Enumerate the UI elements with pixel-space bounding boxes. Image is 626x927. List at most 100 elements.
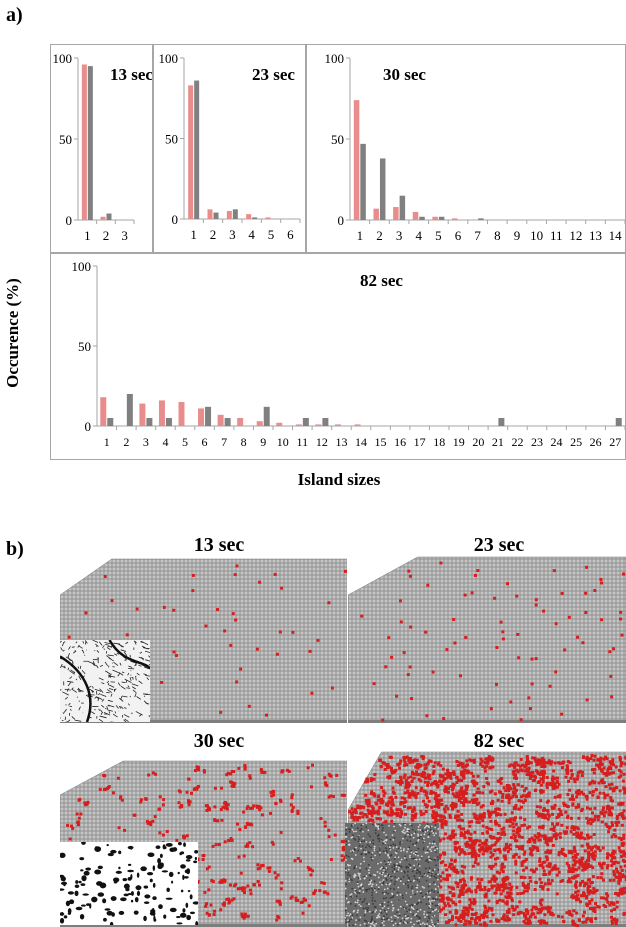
island-atom: [535, 763, 539, 767]
island-atom: [619, 770, 623, 774]
island-atom: [472, 781, 476, 785]
island-atom: [612, 907, 616, 911]
island-atom: [610, 782, 614, 786]
island-atom: [600, 768, 604, 772]
afm-grain: [358, 845, 361, 847]
island-atom: [461, 909, 465, 913]
afm-grain: [409, 836, 412, 838]
x-tick-label: 14: [609, 228, 623, 243]
island-atom: [402, 755, 406, 759]
afm-grain: [434, 883, 437, 886]
afm-grain: [377, 914, 380, 917]
island-atom: [294, 898, 298, 902]
island-atom: [498, 898, 502, 902]
island-atom: [139, 798, 143, 802]
island-atom: [322, 890, 326, 894]
island-atom: [411, 814, 415, 818]
afm-island: [79, 857, 85, 861]
island-atom: [542, 872, 546, 876]
afm-streak: [75, 678, 78, 681]
afm-island: [67, 912, 72, 915]
island-atom: [540, 765, 544, 769]
island-atom: [470, 820, 474, 824]
island-atom: [390, 655, 394, 659]
island-atom: [499, 813, 503, 817]
island-atom: [525, 793, 529, 797]
afm-grain: [427, 891, 430, 894]
island-atom: [508, 843, 512, 847]
island-atom: [475, 782, 479, 786]
afm-grain: [397, 864, 400, 867]
island-atom: [467, 887, 471, 891]
island-atom: [414, 793, 418, 797]
island-atom: [512, 829, 516, 833]
island-atom: [580, 790, 584, 794]
island-atom: [581, 914, 585, 918]
island-atom: [541, 885, 545, 889]
island-atom: [520, 768, 524, 772]
island-atom: [530, 913, 534, 917]
island-atom: [610, 909, 614, 913]
afm-grain: [433, 842, 436, 845]
island-atom: [306, 866, 310, 870]
afm-grain: [437, 891, 439, 894]
island-atom: [391, 786, 395, 790]
island-atom: [571, 896, 575, 900]
island-atom: [609, 854, 613, 858]
island-atom: [464, 906, 468, 910]
island-atom: [523, 914, 527, 918]
island-atom: [255, 804, 259, 808]
substrate-edge: [60, 924, 347, 927]
afm-streak: [134, 663, 137, 667]
island-atom: [601, 812, 605, 816]
island-atom: [486, 760, 490, 764]
island-atom: [566, 766, 569, 770]
island-atom: [542, 906, 546, 910]
island-atom: [620, 823, 624, 827]
afm-grain: [365, 867, 368, 870]
afm-image-inset-82-sec: [345, 823, 439, 927]
island-atom: [547, 882, 551, 886]
afm-streak: [67, 652, 70, 657]
island-atom: [565, 911, 569, 915]
afm-streak: [143, 695, 146, 697]
island-atom: [541, 780, 545, 784]
island-atom: [445, 648, 449, 652]
afm-grain: [406, 903, 408, 906]
afm-grain: [385, 910, 388, 913]
island-atom: [439, 908, 443, 912]
island-atom: [600, 769, 604, 773]
island-atom: [395, 813, 399, 817]
island-atom: [587, 885, 591, 889]
island-atom: [437, 802, 441, 806]
island-atom: [278, 901, 282, 905]
afm-grain: [359, 887, 362, 890]
island-atom: [610, 695, 614, 699]
island-atom: [68, 837, 72, 841]
afm-grain: [430, 846, 433, 849]
island-atom: [374, 801, 378, 805]
afm-grain: [432, 881, 435, 884]
island-atom: [272, 790, 276, 794]
x-tick-label: 21: [492, 435, 504, 449]
island-atom: [593, 806, 597, 810]
island-atom: [484, 846, 488, 850]
island-atom: [514, 773, 518, 777]
bar-series-1: [265, 217, 271, 219]
island-atom: [459, 919, 463, 923]
island-atom: [585, 866, 589, 870]
afm-island: [81, 875, 87, 882]
afm-grain: [398, 922, 401, 925]
island-atom: [553, 782, 557, 786]
island-atom: [329, 774, 333, 778]
afm-grain: [426, 823, 429, 826]
island-atom: [398, 775, 402, 779]
island-atom: [585, 806, 589, 810]
afm-grain: [363, 898, 366, 900]
island-atom: [620, 811, 624, 815]
x-tick-label: 2: [376, 228, 383, 243]
island-atom: [450, 863, 454, 867]
afm-grain: [435, 864, 438, 867]
island-atom: [511, 790, 515, 794]
island-atom: [572, 876, 576, 880]
